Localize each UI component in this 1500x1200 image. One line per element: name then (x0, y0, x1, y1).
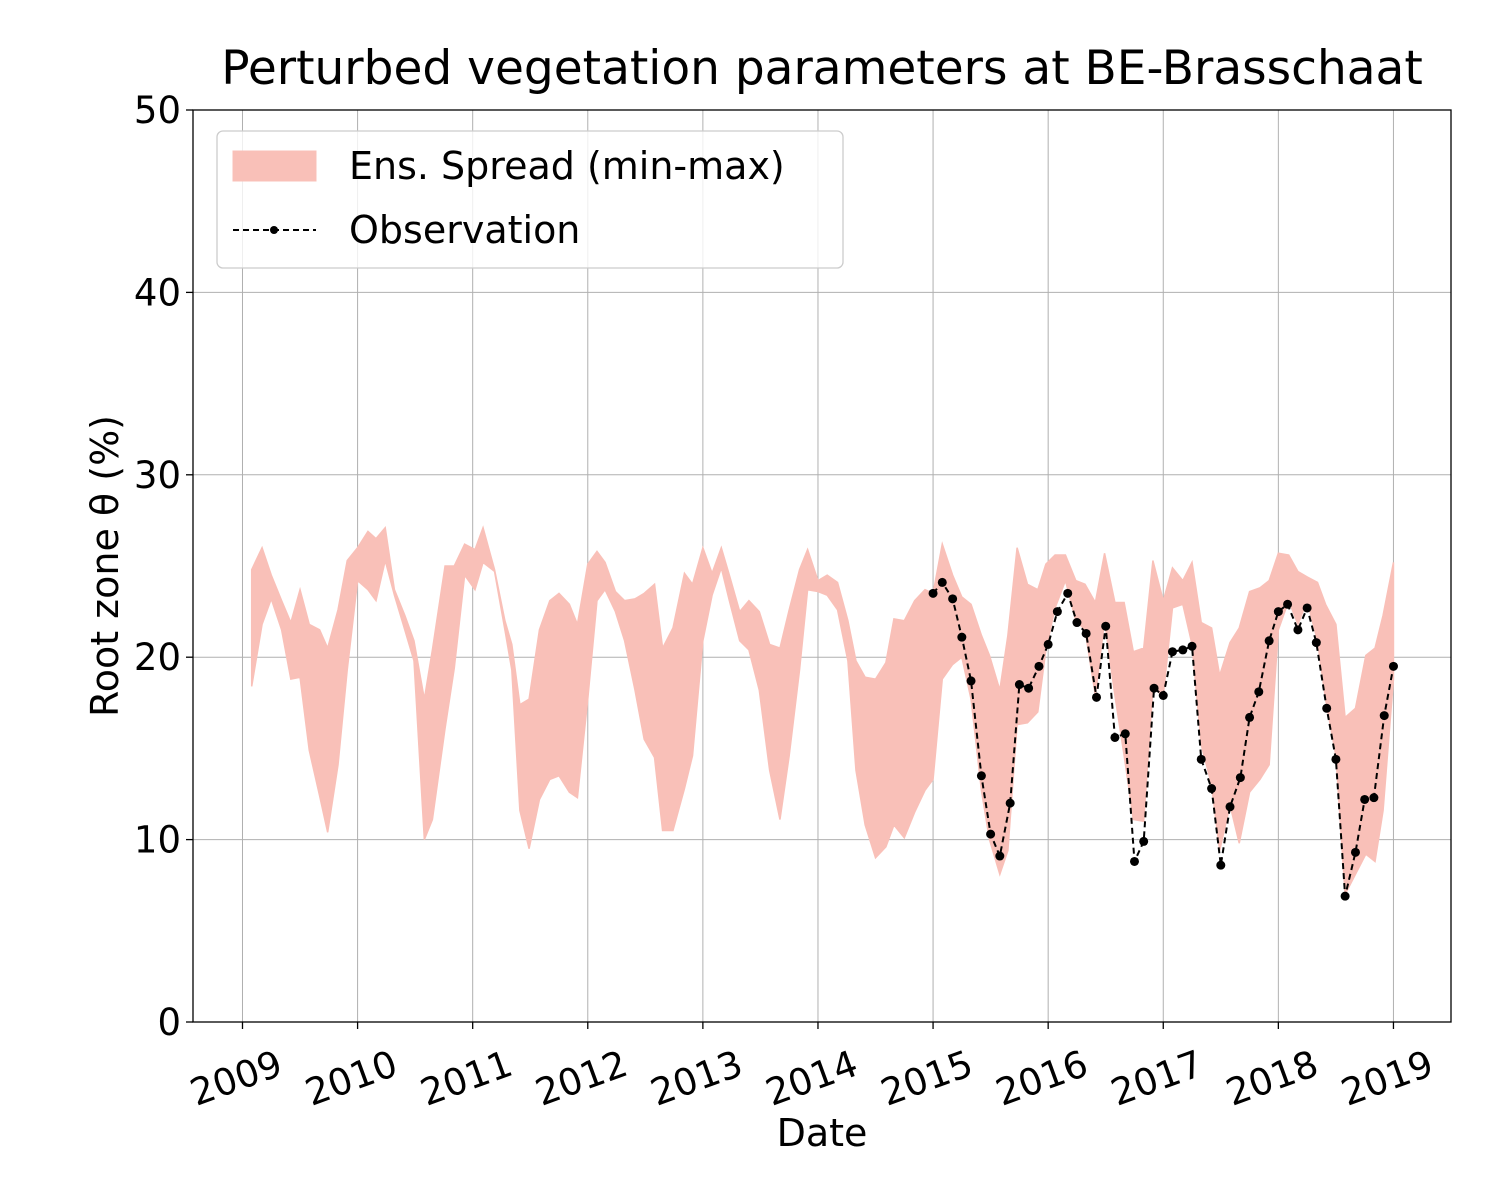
observation-point (1273, 607, 1283, 617)
observation-point (1311, 638, 1321, 648)
observation-point (986, 829, 996, 839)
observation-point (1072, 618, 1082, 628)
observation-point (1350, 847, 1360, 857)
observation-point (1245, 712, 1255, 722)
observation-point (937, 577, 947, 587)
observation-point (1207, 784, 1217, 794)
y-tick-label: 20 (134, 636, 181, 679)
observation-point (1388, 661, 1398, 671)
plot-area (250, 525, 1398, 901)
observation-point (1264, 636, 1274, 646)
observation-point (1254, 687, 1264, 697)
observation-point (1216, 860, 1226, 870)
x-axis-label: Date (777, 1111, 868, 1155)
legend-box (216, 130, 844, 269)
observation-point (1043, 639, 1053, 649)
y-tick-label: 40 (134, 271, 181, 314)
observation-point (1081, 628, 1091, 638)
observation-point (1196, 754, 1206, 764)
observation-point (1110, 732, 1120, 742)
observation-point (1283, 599, 1293, 609)
observation-point (995, 851, 1005, 861)
observation-point (1322, 703, 1332, 713)
observation-point (957, 632, 967, 642)
observation-point (1302, 603, 1312, 613)
observation-point (948, 594, 958, 604)
observation-point (1149, 683, 1159, 693)
observation-point (1129, 856, 1139, 866)
legend-label: Observation (349, 208, 580, 252)
observation-point (1024, 683, 1034, 693)
observation-point (1005, 798, 1015, 808)
observation-point (1158, 691, 1168, 701)
observation-point (1178, 645, 1188, 655)
observation-point (1293, 625, 1303, 635)
observation-point (1379, 711, 1389, 721)
y-tick-label: 10 (134, 819, 181, 862)
observation-point (1225, 802, 1235, 812)
y-tick-label: 0 (157, 1001, 181, 1044)
y-axis-label: Root zone θ (%) (83, 415, 127, 717)
observation-point (966, 676, 976, 686)
observation-point (1235, 773, 1245, 783)
observation-point (1052, 607, 1062, 617)
observation-point (1101, 621, 1111, 631)
observation-point (1340, 891, 1350, 901)
observation-point (1369, 793, 1379, 803)
observation-point (1034, 661, 1044, 671)
observation-point (1120, 729, 1130, 739)
observation-point (1063, 588, 1073, 598)
axes-frame (192, 109, 1452, 1023)
observation-point (1167, 647, 1177, 657)
observation-point (976, 771, 986, 781)
observation-point (1092, 692, 1102, 702)
legend-swatch (232, 150, 317, 182)
y-tick-label: 50 (134, 89, 181, 132)
observation-point (1139, 836, 1149, 846)
y-tick-label: 30 (134, 454, 181, 497)
observation-point (928, 588, 938, 598)
observation-point (1360, 794, 1370, 804)
legend-marker (270, 226, 278, 234)
legend: Ens. Spread (min-max) Observation (216, 130, 844, 269)
observation-point (1331, 754, 1341, 764)
observation-point (1187, 641, 1197, 651)
chart-title: Perturbed vegetation parameters at BE-Br… (221, 41, 1423, 96)
spread-band (250, 525, 1395, 898)
observation-point (1014, 680, 1024, 690)
legend-label: Ens. Spread (min-max) (349, 144, 785, 188)
